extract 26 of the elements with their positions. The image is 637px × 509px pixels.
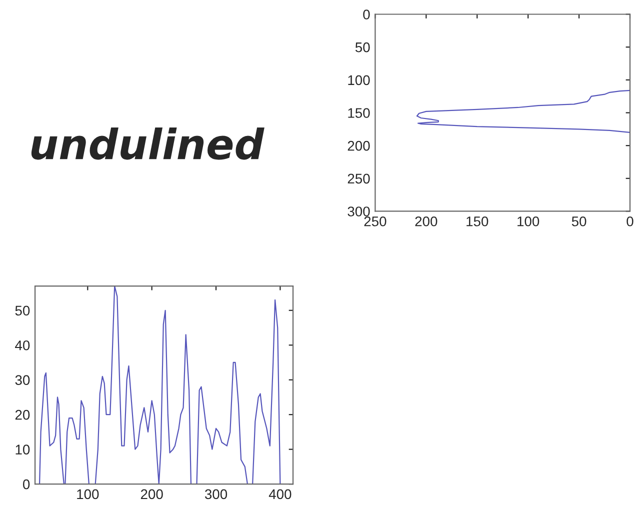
y-tick-label: 50 (15, 306, 30, 316)
y-tick-label: 0 (363, 10, 370, 20)
y-tick-label: 250 (348, 174, 370, 184)
y-tick-label: 50 (355, 42, 370, 52)
y-tick-label: 150 (348, 108, 370, 118)
x-tick-label: 100 (77, 489, 99, 500)
x-tick-label: 400 (268, 489, 292, 500)
y-tick-label: 0 (22, 479, 30, 490)
x-tick-label: 50 (572, 216, 586, 226)
y-tick-label: 100 (348, 75, 370, 86)
y-tick-label: 200 (348, 140, 370, 151)
x-tick-label: 200 (415, 216, 438, 226)
x-tick-label: 150 (466, 216, 488, 226)
y-tick-label: 30 (15, 375, 30, 386)
text: undulined (31, 127, 264, 160)
y-tick-label: 10 (16, 444, 30, 454)
y-tick-label: 300 (348, 206, 370, 216)
x-tick-label: 0 (626, 216, 634, 226)
line-series (38, 286, 281, 484)
x-tick-label: 100 (518, 216, 540, 226)
x-tick-label: 250 (364, 216, 386, 226)
line-series (416, 90, 630, 133)
y-tick-label: 20 (15, 410, 30, 420)
x-tick-label: 200 (140, 489, 163, 500)
y-tick-label: 40 (15, 340, 30, 350)
x-tick-label: 300 (204, 489, 228, 500)
